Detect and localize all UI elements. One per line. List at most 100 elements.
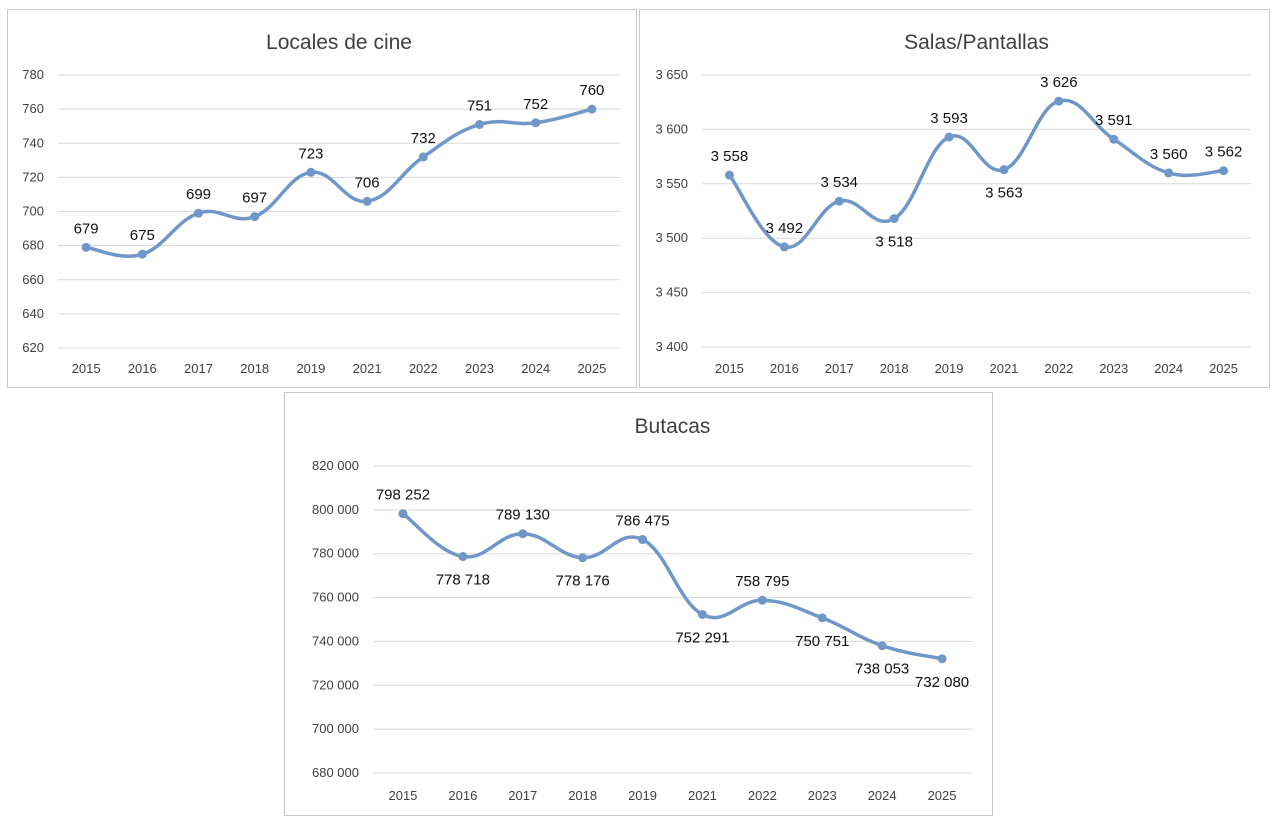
data-point — [877, 641, 887, 651]
x-tick-label: 2018 — [568, 788, 597, 803]
y-tick-label: 820 000 — [312, 458, 359, 473]
x-tick-label: 2025 — [577, 361, 606, 376]
data-label: 697 — [242, 190, 267, 207]
x-tick-label: 2021 — [989, 361, 1018, 376]
data-point — [518, 529, 528, 539]
data-point — [578, 553, 588, 563]
data-label: 752 291 — [675, 629, 729, 646]
y-tick-label: 3 600 — [655, 121, 688, 136]
data-label: 3 563 — [985, 185, 1023, 202]
x-tick-label: 2023 — [465, 361, 494, 376]
data-point — [817, 613, 827, 623]
data-label: 732 — [411, 130, 436, 147]
data-label: 699 — [186, 186, 211, 203]
series-line — [401, 511, 944, 661]
data-point — [475, 119, 484, 129]
x-tick-label: 2015 — [715, 361, 744, 376]
data-point — [250, 212, 260, 222]
data-label: 3 492 — [766, 220, 804, 237]
series-line — [84, 107, 594, 258]
x-tick-label: 2019 — [296, 361, 325, 376]
x-tick-label: 2022 — [1044, 361, 1073, 376]
y-tick-label: 3 450 — [655, 285, 688, 300]
data-point — [306, 167, 316, 177]
data-point — [587, 104, 597, 114]
data-label: 706 — [355, 174, 380, 191]
data-label: 738 053 — [855, 661, 909, 678]
x-tick-label: 2019 — [935, 361, 964, 376]
y-tick-label: 3 550 — [655, 176, 688, 191]
y-tick-label: 3 650 — [655, 67, 688, 82]
data-point — [362, 196, 372, 206]
chart-locales-de-cine: Locales de cine 620 640 660 680 700 720 740 760… — [7, 9, 637, 388]
data-point — [81, 242, 91, 252]
data-label: 3 626 — [1040, 74, 1078, 91]
data-point — [1054, 96, 1064, 106]
data-point — [779, 242, 789, 252]
x-tick-label: 2015 — [72, 361, 101, 376]
y-tick-label: 680 — [22, 238, 44, 253]
y-tick-label: 780 — [22, 67, 44, 82]
data-label: 750 751 — [795, 633, 849, 650]
data-point — [137, 249, 147, 259]
y-tick-label: 660 — [22, 272, 44, 287]
data-point — [418, 152, 428, 162]
data-point — [638, 535, 648, 545]
data-point — [531, 118, 541, 128]
x-tick-label: 2018 — [240, 361, 269, 376]
y-tick-label: 720 — [22, 169, 44, 184]
data-point — [1164, 168, 1174, 178]
series-line — [727, 98, 1226, 249]
x-tick-label: 2024 — [1154, 361, 1183, 376]
data-point — [999, 165, 1009, 175]
x-tick-label: 2017 — [825, 361, 854, 376]
data-point — [398, 509, 408, 519]
x-tick-label: 2024 — [521, 361, 550, 376]
data-label: 679 — [74, 220, 99, 237]
chart-title: Butacas — [635, 415, 711, 438]
data-point — [697, 609, 707, 619]
y-tick-label: 700 000 — [312, 721, 359, 736]
data-label: 778 176 — [556, 573, 610, 590]
data-label: 786 475 — [615, 513, 669, 530]
data-label: 3 534 — [820, 174, 858, 191]
data-label: 732 080 — [915, 674, 969, 691]
x-tick-label: 2022 — [748, 788, 777, 803]
data-point — [724, 170, 734, 180]
data-label: 752 — [523, 96, 548, 113]
data-point — [1109, 134, 1119, 144]
x-tick-label: 2018 — [880, 361, 909, 376]
data-point — [889, 214, 899, 224]
x-tick-label: 2024 — [868, 788, 897, 803]
y-tick-label: 760 — [22, 101, 44, 116]
x-tick-label: 2019 — [628, 788, 657, 803]
x-tick-label: 2021 — [688, 788, 717, 803]
chart-salas-pantallas: Salas/Pantallas 3 400 3 450 3 500 3 550 3 60… — [639, 9, 1270, 388]
y-tick-label: 3 400 — [655, 339, 688, 354]
data-label: 760 — [579, 82, 604, 99]
chart-title: Salas/Pantallas — [904, 31, 1049, 54]
y-tick-label: 700 — [22, 204, 44, 219]
data-label: 798 252 — [376, 487, 430, 504]
x-tick-label: 2016 — [448, 788, 477, 803]
data-label: 675 — [130, 227, 155, 244]
data-label: 778 718 — [436, 572, 490, 589]
x-tick-label: 2016 — [770, 361, 799, 376]
x-tick-label: 2023 — [1099, 361, 1128, 376]
chart-svg-salas: Salas/Pantallas 3 400 3 450 3 500 3 550 3 60… — [655, 31, 1251, 376]
data-label: 3 591 — [1095, 112, 1133, 129]
y-tick-label: 800 000 — [312, 502, 359, 517]
chart-svg-butacas: Butacas 680 000 700 000 720 000 740 000 760 … — [312, 415, 972, 803]
y-tick-label: 740 000 — [312, 633, 359, 648]
x-tick-label: 2025 — [1209, 361, 1238, 376]
x-tick-label: 2016 — [128, 361, 157, 376]
x-tick-label: 2022 — [409, 361, 438, 376]
x-tick-label: 2017 — [184, 361, 213, 376]
y-tick-label: 620 — [22, 340, 44, 355]
data-point — [944, 132, 954, 142]
y-tick-label: 720 000 — [312, 677, 359, 692]
x-tick-label: 2023 — [808, 788, 837, 803]
chart-butacas: Butacas 680 000 700 000 720 000 740 000 760 … — [284, 392, 993, 816]
data-label: 758 795 — [735, 573, 789, 590]
y-tick-label: 3 500 — [655, 230, 688, 245]
